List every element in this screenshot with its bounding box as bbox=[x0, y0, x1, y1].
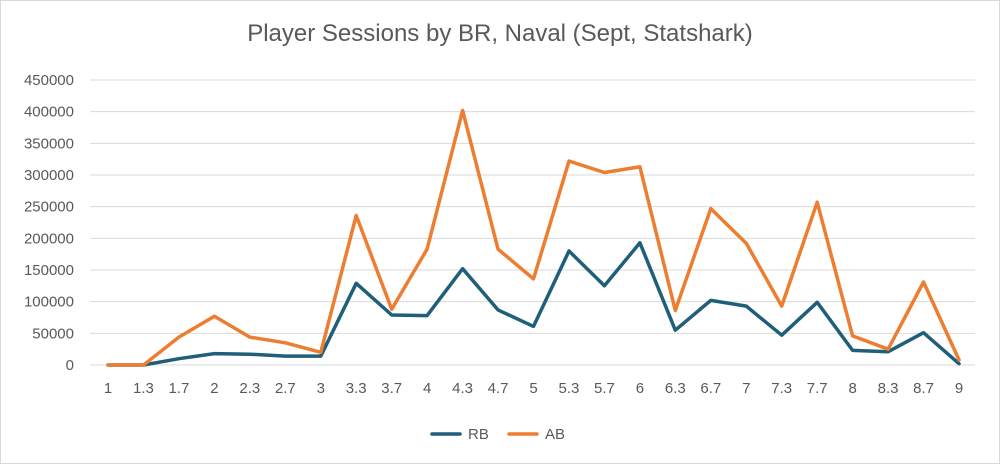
y-tick-label: 400000 bbox=[24, 104, 74, 121]
x-tick-label: 9 bbox=[955, 380, 963, 397]
x-tick-label: 3.3 bbox=[346, 380, 367, 397]
x-tick-label: 7.7 bbox=[807, 380, 828, 397]
y-tick-label: 0 bbox=[66, 357, 74, 374]
series-line-rb bbox=[106, 241, 961, 367]
x-tick-label: 2.3 bbox=[239, 380, 260, 397]
x-tick-label: 8.7 bbox=[913, 380, 934, 397]
x-tick-label: 8.3 bbox=[878, 380, 899, 397]
x-tick-label: 7 bbox=[742, 380, 750, 397]
x-tick-label: 1.7 bbox=[168, 380, 189, 397]
y-tick-label: 50000 bbox=[32, 325, 74, 342]
y-tick-label: 250000 bbox=[24, 199, 74, 216]
y-tick-label: 450000 bbox=[24, 72, 74, 89]
legend-label-ab: AB bbox=[545, 426, 565, 443]
y-tick-label: 350000 bbox=[24, 135, 74, 152]
x-tick-label: 1.3 bbox=[133, 380, 154, 397]
x-tick-label: 5.7 bbox=[594, 380, 615, 397]
x-tick-label: 5 bbox=[529, 380, 537, 397]
x-tick-label: 4 bbox=[423, 380, 431, 397]
x-tick-label: 4.3 bbox=[452, 380, 473, 397]
x-tick-label: 4.7 bbox=[488, 380, 509, 397]
x-tick-label: 2.7 bbox=[275, 380, 296, 397]
x-tick-label: 6 bbox=[636, 380, 644, 397]
x-tick-label: 6.7 bbox=[700, 380, 721, 397]
x-tick-label: 5.3 bbox=[559, 380, 580, 397]
y-tick-label: 150000 bbox=[24, 262, 74, 279]
x-tick-label: 8 bbox=[848, 380, 856, 397]
x-tick-label: 7.3 bbox=[771, 380, 792, 397]
y-tick-label: 300000 bbox=[24, 167, 74, 184]
series-line-ab bbox=[106, 108, 961, 367]
y-tick-label: 100000 bbox=[24, 294, 74, 311]
x-tick-label: 1 bbox=[104, 380, 112, 397]
y-tick-label: 200000 bbox=[24, 230, 74, 247]
chart-title: Player Sessions by BR, Naval (Sept, Stat… bbox=[247, 20, 753, 47]
x-tick-label: 3 bbox=[317, 380, 325, 397]
x-tick-label: 2 bbox=[210, 380, 218, 397]
x-tick-label: 3.7 bbox=[381, 380, 402, 397]
legend-label-rb: RB bbox=[468, 426, 489, 443]
x-tick-label: 6.3 bbox=[665, 380, 686, 397]
